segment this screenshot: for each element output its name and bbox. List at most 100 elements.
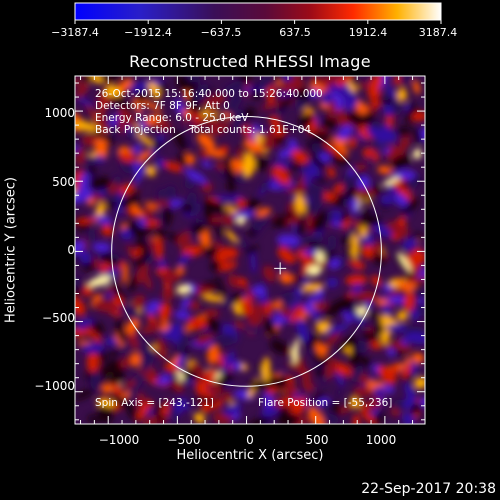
image-blob <box>276 234 301 247</box>
image-blob <box>141 320 166 334</box>
image-blob <box>120 228 133 240</box>
image-blob <box>392 343 413 352</box>
image-blob <box>140 246 149 260</box>
image-blob <box>403 292 415 313</box>
image-blob <box>264 318 277 338</box>
image-blob <box>305 334 319 349</box>
image-pattern <box>75 76 425 424</box>
image-blob <box>325 329 341 347</box>
image-blob <box>383 104 394 117</box>
image-blob <box>105 291 113 299</box>
image-blob <box>324 323 349 335</box>
image-blob <box>109 182 118 195</box>
image-blob <box>370 241 384 253</box>
image-blob <box>126 129 135 139</box>
image-blob <box>306 386 319 399</box>
image-blob <box>141 349 150 374</box>
image-blob <box>223 80 247 95</box>
image-blob <box>174 310 190 320</box>
image-blob <box>365 233 375 247</box>
image-blob <box>412 111 425 122</box>
image-blob <box>336 388 342 397</box>
x-tick-label: 500 <box>305 433 329 447</box>
image-blob <box>413 127 423 144</box>
y-tick-label: −1000 <box>34 379 75 393</box>
image-blob <box>118 343 132 353</box>
image-blob <box>371 99 381 108</box>
image-blob <box>377 365 397 385</box>
image-blob <box>93 115 101 128</box>
image-blob <box>75 96 94 107</box>
image-blob <box>75 77 83 87</box>
timestamp: 22-Sep-2017 20:38 <box>361 481 496 497</box>
image-blob <box>224 163 236 189</box>
image-blob <box>214 195 239 202</box>
image-blob <box>216 374 234 386</box>
image-blob <box>136 132 155 148</box>
image-blob <box>141 100 163 111</box>
image-blob <box>356 305 368 317</box>
image-blob <box>136 402 149 421</box>
image-blob <box>81 342 105 354</box>
image-blob <box>141 226 155 235</box>
image-blob <box>101 224 114 237</box>
image-blob <box>293 287 304 299</box>
colorbar-label-3: 637.5 <box>279 26 311 39</box>
image-blob <box>75 275 86 291</box>
image-blob <box>309 131 333 141</box>
image-blob <box>195 333 214 345</box>
image-blob <box>277 93 295 111</box>
image-blob <box>133 143 142 154</box>
image-blob <box>125 318 140 334</box>
image-blob <box>397 88 407 102</box>
image-blob <box>83 325 94 332</box>
image-blob <box>128 81 152 93</box>
image-blob <box>119 152 136 162</box>
image-blob <box>170 405 178 424</box>
image-blob <box>352 413 361 424</box>
plot-title: Reconstructed RHESSI Image <box>129 52 371 71</box>
image-blob <box>284 211 295 219</box>
image-blob <box>206 149 226 158</box>
image-blob <box>319 413 340 424</box>
image-blob <box>93 299 119 313</box>
image-blob <box>81 134 98 147</box>
image-blob <box>383 130 397 144</box>
image-blob <box>280 79 306 93</box>
image-blob <box>361 244 374 259</box>
image-blob <box>290 149 309 164</box>
image-blob <box>245 245 258 255</box>
image-blob <box>310 89 320 99</box>
image-blob <box>157 187 164 205</box>
colorbar-label-0: −3187.4 <box>51 26 99 39</box>
image-blob <box>128 276 138 293</box>
image-blob <box>394 193 408 207</box>
image-blob <box>96 403 106 424</box>
image-blob <box>194 286 214 297</box>
image-blob <box>291 338 299 365</box>
image-blob <box>138 217 147 227</box>
image-blob <box>178 253 191 266</box>
solar-limb-circle <box>111 116 382 387</box>
image-blob <box>382 339 404 350</box>
spin-axis-text: Spin Axis = [243,-121] <box>95 397 214 409</box>
plot-frame <box>74 75 426 425</box>
colorbar-label-2: −637.5 <box>200 26 242 39</box>
image-blob <box>176 333 189 354</box>
image-blob <box>295 218 305 237</box>
image-blob <box>151 200 171 207</box>
image-blob <box>396 126 412 135</box>
image-blob <box>201 160 213 168</box>
image-blob <box>195 381 210 399</box>
image-blob <box>315 287 324 302</box>
image-blob <box>315 342 325 356</box>
image-blob <box>222 213 236 226</box>
image-blob <box>92 132 113 140</box>
image-blob <box>349 259 366 270</box>
image-blob <box>405 332 425 344</box>
image-blob <box>385 183 400 197</box>
image-blob <box>175 79 195 92</box>
image-blob <box>277 247 296 264</box>
image-blob <box>123 379 137 389</box>
